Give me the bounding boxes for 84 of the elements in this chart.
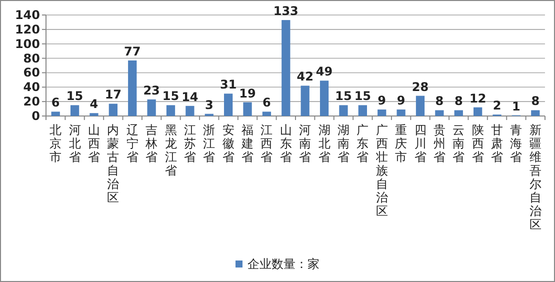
y-tick-label: 80 [23, 51, 40, 66]
data-label: 77 [124, 44, 141, 58]
data-label: 49 [316, 64, 333, 79]
bar [396, 110, 406, 116]
bar [224, 94, 233, 116]
data-label: 8 [454, 94, 463, 108]
data-label: 19 [239, 86, 256, 100]
x-tick-label: 河南省 [299, 123, 312, 164]
bar [531, 110, 540, 116]
x-tick-label: 甘肃省 [491, 123, 504, 164]
x-tick-label: 贵州省 [433, 123, 446, 164]
data-label: 2 [492, 98, 502, 113]
data-label: 42 [296, 70, 314, 84]
x-tick-label: 重庆市 [395, 123, 408, 164]
data-label: 9 [396, 94, 406, 108]
data-label: 8 [435, 94, 444, 108]
bar [282, 20, 290, 116]
data-label: 6 [262, 96, 271, 110]
data-label: 23 [143, 83, 160, 98]
x-tick-label: 吉林省 [144, 123, 158, 164]
bar [358, 105, 367, 116]
y-tick-label: 120 [14, 22, 40, 36]
data-label: 28 [412, 80, 429, 94]
bar [90, 113, 98, 116]
bar [51, 112, 60, 116]
x-tick-label: 新疆维吾尔自治区 [529, 123, 542, 232]
x-tick-label: 云南省 [452, 123, 465, 164]
bar [147, 99, 156, 116]
bar [128, 60, 137, 116]
bar [454, 110, 463, 116]
bar [339, 105, 348, 116]
x-tick-label: 辽宁省 [126, 123, 138, 164]
data-label: 12 [469, 91, 486, 106]
y-tick-label: 0 [32, 109, 40, 123]
y-tick-label: 60 [23, 66, 40, 80]
y-tick-label: 20 [23, 94, 40, 109]
bar [320, 80, 329, 116]
y-tick-label: 100 [14, 36, 40, 51]
data-label: 8 [531, 94, 540, 108]
x-tick-label: 北京市 [50, 123, 62, 164]
data-label: 31 [220, 78, 237, 92]
y-tick-label: 40 [23, 80, 40, 94]
x-tick-label: 山西省 [88, 123, 100, 164]
bar [416, 96, 425, 116]
data-label: 15 [335, 89, 352, 104]
x-tick-label: 江苏省 [184, 123, 196, 164]
x-tick-label: 青海省 [510, 123, 522, 164]
x-tick-label: 陕西省 [472, 123, 484, 164]
bar [435, 110, 444, 116]
data-label: 14 [182, 90, 198, 104]
bar [300, 86, 310, 116]
x-tick-label: 河北省 [68, 123, 81, 164]
bar [243, 102, 252, 116]
x-tick-label: 江西省 [260, 123, 273, 164]
x-tick-label: 湖南省 [337, 123, 350, 164]
bar [186, 106, 194, 116]
data-label: 17 [104, 88, 122, 102]
x-tick-label: 福建省 [240, 123, 254, 164]
data-label: 1 [512, 99, 520, 114]
data-label: 15 [66, 89, 84, 104]
x-tick-label: 广西壮族自治区 [374, 123, 388, 218]
x-tick-label: 广东省 [356, 123, 369, 164]
legend-label: 企业数量：家 [248, 257, 320, 271]
bar [108, 104, 118, 116]
y-tick-label: 140 [14, 8, 40, 22]
data-label: 15 [354, 89, 372, 104]
data-label: 15 [162, 89, 180, 104]
x-tick-label: 内蒙古自治区 [107, 123, 120, 204]
x-tick-label: 黑龙江省 [164, 123, 177, 178]
data-label: 9 [378, 94, 386, 108]
bar [378, 110, 386, 116]
x-tick-label: 四川省 [414, 123, 426, 164]
x-tick-label: 浙江省 [203, 123, 216, 164]
x-tick-label: 山东省 [280, 123, 292, 164]
bar [262, 112, 272, 116]
data-label: 133 [273, 4, 298, 18]
bar [166, 105, 176, 116]
x-tick-label: 安徽省 [222, 123, 234, 164]
data-label: 6 [51, 96, 60, 110]
x-tick-label: 湖北省 [318, 123, 330, 164]
data-label: 3 [204, 98, 214, 112]
data-label: 4 [90, 97, 98, 112]
bar [70, 105, 80, 116]
bar [474, 107, 482, 116]
